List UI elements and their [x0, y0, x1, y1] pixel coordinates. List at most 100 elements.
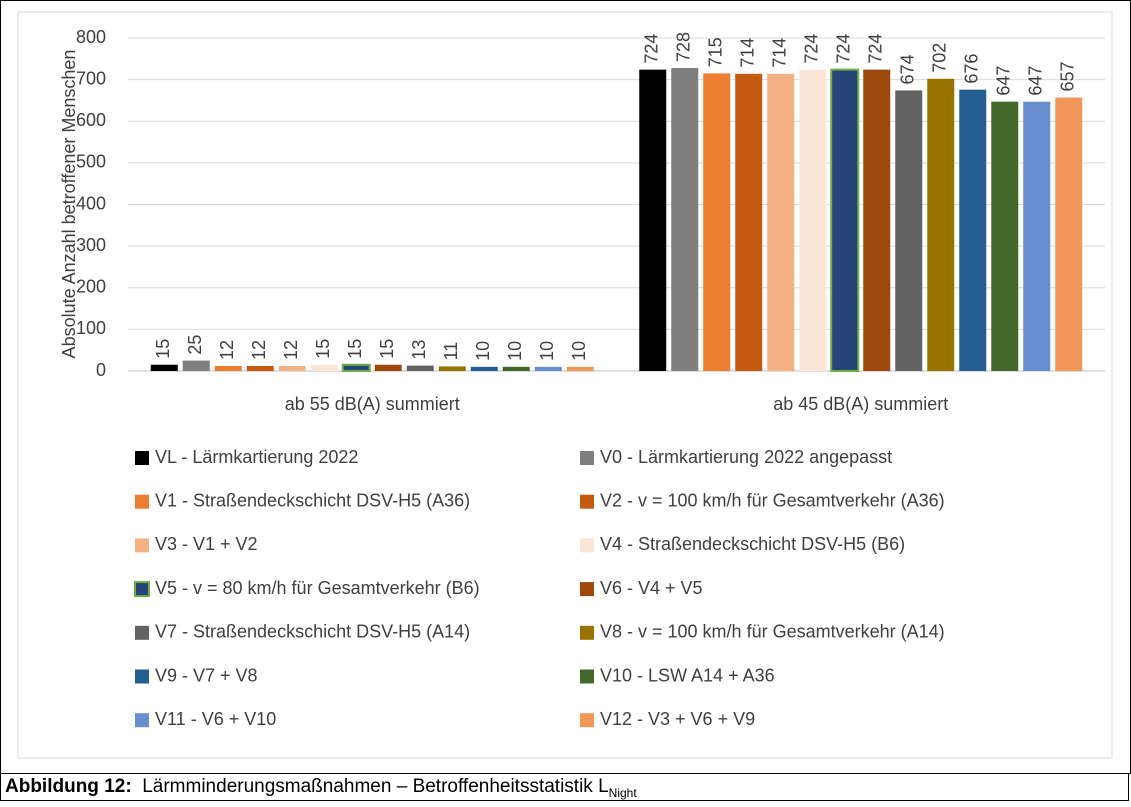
y-axis-label: Absolute Anzahl betroffener Menschen [59, 50, 79, 359]
legend-label: V4 - Straßendeckschicht DSV-H5 (B6) [600, 534, 905, 554]
legend-label: V6 - V4 + V5 [600, 578, 703, 598]
data-label: 15 [153, 339, 173, 359]
y-tick-label: 800 [76, 27, 106, 47]
bar [182, 360, 210, 371]
legend-swatch [580, 713, 594, 728]
legend-label: V11 - V6 + V10 [155, 709, 276, 729]
bar [278, 366, 306, 371]
data-label: 676 [962, 54, 982, 84]
data-label: 12 [281, 340, 301, 360]
data-label: 714 [770, 38, 790, 68]
bar [991, 101, 1019, 371]
legend-swatch [135, 494, 149, 509]
bar [310, 364, 338, 371]
data-label: 728 [674, 32, 694, 62]
bar [150, 364, 178, 371]
legend-swatch [580, 625, 594, 640]
bar [470, 366, 498, 371]
legend-label: V9 - V7 + V8 [155, 665, 258, 685]
data-label: 13 [409, 340, 429, 360]
data-label: 674 [898, 54, 918, 84]
bar [214, 366, 242, 371]
legend-label: V10 - LSW A14 + A36 [600, 665, 775, 685]
bar [534, 366, 562, 371]
data-label: 12 [217, 340, 237, 360]
legend-swatch [135, 625, 149, 640]
y-tick-label: 600 [76, 110, 106, 130]
legend-label: V5 - v = 80 km/h für Gesamtverkehr (B6) [155, 578, 480, 598]
y-tick-label: 100 [76, 318, 106, 338]
bar [1055, 97, 1083, 372]
bar [735, 73, 763, 372]
bar [438, 366, 466, 371]
bar [502, 366, 530, 371]
data-label: 724 [642, 34, 662, 64]
legend-label: V2 - v = 100 km/h für Gesamtverkehr (A36… [600, 490, 945, 510]
data-label: 647 [994, 66, 1014, 96]
bar [639, 69, 667, 371]
legend-label: V8 - v = 100 km/h für Gesamtverkehr (A14… [600, 622, 945, 642]
bar [703, 73, 731, 371]
legend-swatch [135, 538, 149, 553]
bar [863, 69, 891, 371]
legend-swatch [580, 669, 594, 684]
legend-label: V12 - V3 + V6 + V9 [600, 709, 755, 729]
legend-swatch [580, 538, 594, 553]
bar [959, 89, 987, 372]
y-tick-label: 0 [96, 360, 106, 380]
legend-swatch [134, 581, 150, 598]
legend-label: V1 - Straßendeckschicht DSV-H5 (A36) [155, 490, 470, 510]
data-label: 15 [345, 339, 365, 359]
x-tick-label: ab 45 dB(A) summiert [773, 394, 948, 414]
data-label: 10 [569, 341, 589, 361]
data-label: 10 [505, 341, 525, 361]
bar [767, 73, 795, 372]
bar [671, 67, 699, 371]
caption-label: Abbildung 12: [5, 776, 132, 797]
caption-text: Lärmminderungsmaßnahmen – Betroffenheits… [142, 776, 609, 797]
legend-label: VL - Lärmkartierung 2022 [155, 447, 358, 467]
data-label: 715 [706, 37, 726, 67]
data-label: 702 [930, 43, 950, 73]
data-label: 724 [802, 34, 822, 64]
bar [830, 68, 860, 372]
data-label: 25 [185, 335, 205, 355]
y-tick-label: 300 [76, 235, 106, 255]
legend-label: V3 - V1 + V2 [155, 534, 258, 554]
legend-swatch [135, 713, 149, 728]
data-label: 12 [249, 340, 269, 360]
data-label: 724 [834, 34, 854, 64]
data-label: 10 [537, 341, 557, 361]
y-tick-label: 400 [76, 193, 106, 213]
bar [927, 78, 955, 371]
data-label: 10 [473, 341, 493, 361]
legend-swatch [580, 494, 594, 509]
bar [799, 69, 827, 371]
legend-label: V7 - Straßendeckschicht DSV-H5 (A14) [155, 622, 470, 642]
chart-area [17, 11, 1113, 759]
bar [374, 364, 402, 371]
bar [566, 366, 594, 371]
bar [895, 90, 923, 371]
bar [406, 365, 434, 371]
chart: Absolute Anzahl betroffener Menschen 0 10… [17, 11, 1113, 759]
data-label: 647 [1026, 66, 1046, 96]
data-label: 15 [313, 339, 333, 359]
bar [341, 363, 371, 373]
x-tick-label: ab 55 dB(A) summiert [285, 394, 460, 414]
data-label: 15 [377, 339, 397, 359]
y-tick-label: 500 [76, 152, 106, 172]
legend-swatch [135, 451, 149, 465]
data-label: 714 [738, 38, 758, 68]
y-tick-label: 200 [76, 277, 106, 297]
caption: Abbildung 12: Lärmminderungsmaßnahmen – … [0, 773, 1129, 801]
bar [1023, 101, 1051, 371]
data-label: 724 [866, 34, 886, 64]
legend-swatch [135, 669, 149, 684]
y-tick-label: 700 [76, 68, 106, 88]
legend-swatch [580, 582, 594, 597]
caption-subscript: Night [608, 785, 637, 800]
legend-swatch [580, 451, 594, 465]
legend-label: V0 - Lärmkartierung 2022 angepasst [600, 447, 892, 467]
